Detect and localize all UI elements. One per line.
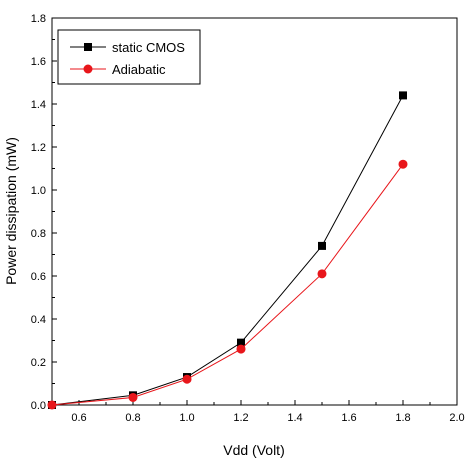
series-line-adiabatic [51, 163, 404, 406]
data-point [47, 400, 57, 410]
x-tick-label: 2.0 [449, 412, 464, 424]
x-tick-label: 1.6 [341, 412, 356, 424]
series-layer [47, 91, 408, 410]
y-tick-label: 1.2 [31, 142, 46, 154]
y-tick-label: 0.8 [31, 228, 46, 240]
y-tick-label: 0.6 [31, 271, 46, 283]
x-tick-label: 0.6 [71, 412, 86, 424]
legend-marker-adiabatic [83, 64, 93, 74]
x-tick-label: 0.8 [125, 412, 140, 424]
legend: static CMOS Adiabatic [57, 29, 201, 85]
y-axis-title: Power dissipation (mW) [3, 137, 19, 285]
y-tick-label: 1.8 [31, 13, 46, 25]
data-point [182, 374, 192, 384]
data-point [128, 392, 138, 402]
y-tick-label: 1.0 [31, 185, 46, 197]
legend-label-static-cmos: static CMOS [112, 40, 185, 55]
series-adiabatic [47, 159, 408, 410]
legend-marker-static-cmos [84, 43, 92, 51]
x-axis-title: Vdd (Volt) [223, 442, 284, 458]
data-point [236, 344, 246, 354]
series-static-cmos [48, 91, 407, 409]
y-tick-label: 1.6 [31, 56, 46, 68]
y-axis: 0.0 0.2 0.4 0.6 0.8 1.0 1.2 1.4 1.6 1.8 [31, 13, 57, 412]
y-tick-label: 1.4 [31, 99, 46, 111]
y-tick-label: 0.0 [31, 400, 46, 412]
data-point [399, 91, 407, 100]
data-point [237, 338, 245, 347]
data-point [398, 159, 408, 169]
x-tick-label: 1.8 [395, 412, 410, 424]
series-line-static-cmos [51, 95, 404, 406]
x-axis: 0.6 0.8 1.0 1.2 1.4 1.6 1.8 2.0 [71, 400, 465, 424]
x-tick-label: 1.2 [233, 412, 248, 424]
legend-box [57, 29, 201, 85]
x-tick-label: 1.0 [179, 412, 194, 424]
y-tick-label: 0.2 [31, 357, 46, 369]
legend-label-adiabatic: Adiabatic [112, 62, 166, 77]
data-point [317, 269, 327, 279]
y-tick-label: 0.4 [31, 314, 46, 326]
x-tick-label: 1.4 [287, 412, 302, 424]
data-point [318, 241, 326, 250]
